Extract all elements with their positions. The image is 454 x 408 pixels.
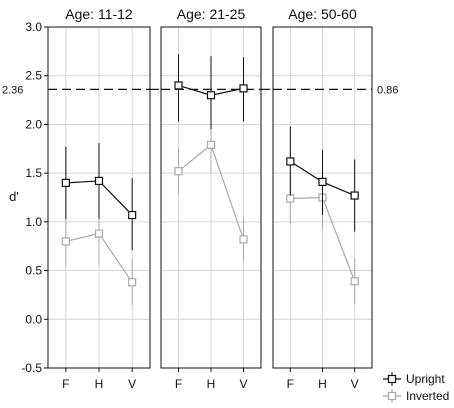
data-point xyxy=(350,191,359,200)
data-point xyxy=(239,235,248,244)
data-point xyxy=(239,84,248,93)
legend-entry-label: Upright xyxy=(406,372,445,386)
data-point xyxy=(128,210,137,220)
x-tick-label: V xyxy=(351,377,359,391)
legend-entry-label: Inverted xyxy=(406,389,449,403)
data-point xyxy=(286,157,295,166)
y-tick-label: 2.0 xyxy=(25,117,42,131)
reference-label-left: 2.36 xyxy=(2,84,23,96)
y-tick-label: -0.5 xyxy=(21,361,42,375)
data-point xyxy=(174,167,183,176)
series-group xyxy=(61,54,359,305)
x-tick-label: V xyxy=(128,377,136,391)
y-tick-label: 1.5 xyxy=(25,166,42,180)
data-point xyxy=(286,194,295,203)
x-tick-label: F xyxy=(62,377,69,391)
text-group: -0.5 0.0 0.5 1.0 1.5 2.0 2.5 3.0 d' Age: 11-12 F H V… xyxy=(2,6,398,391)
data-point xyxy=(61,237,70,246)
x-tick-label: V xyxy=(239,377,247,391)
y-tick-label: 1.0 xyxy=(25,215,42,229)
x-tick-label: H xyxy=(95,377,104,391)
legend-marker xyxy=(387,374,397,384)
x-tick-label: F xyxy=(175,377,182,391)
data-point xyxy=(61,178,70,187)
data-point xyxy=(206,140,216,149)
data-point xyxy=(94,229,104,238)
y-tick-label: 3.0 xyxy=(25,20,42,34)
data-point xyxy=(128,278,137,287)
y-tick-label: 2.5 xyxy=(25,69,42,83)
data-point xyxy=(174,81,183,90)
panel-title: Age: 11-12 xyxy=(65,6,133,22)
x-tick-label: H xyxy=(318,377,327,391)
panel-title: Age: 50-60 xyxy=(288,6,357,22)
x-tick-label: H xyxy=(207,377,216,391)
reference-label-right: 0.86 xyxy=(377,84,398,96)
panel-title: Age: 21-25 xyxy=(177,6,246,22)
y-tick-label: 0.5 xyxy=(25,264,42,278)
x-tick-label: F xyxy=(287,377,294,391)
y-tick-label: 0.0 xyxy=(25,312,42,326)
data-point xyxy=(350,277,359,286)
legend: Upright Inverted xyxy=(383,372,449,403)
legend-marker xyxy=(387,391,397,401)
data-point xyxy=(94,176,104,186)
data-point xyxy=(206,91,216,100)
data-point xyxy=(318,177,327,187)
y-axis-label: d' xyxy=(9,189,19,204)
